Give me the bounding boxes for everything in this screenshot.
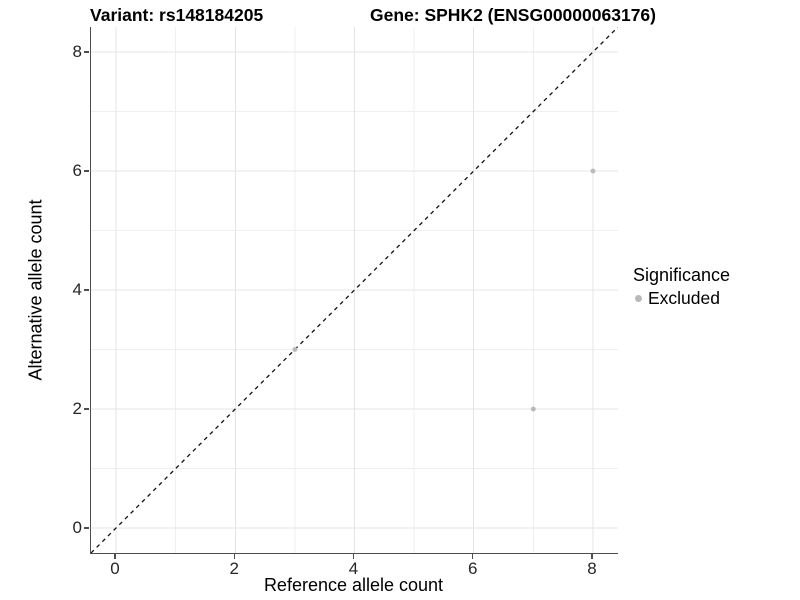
plot-panel	[90, 27, 618, 554]
legend: Significance Excluded	[633, 264, 730, 308]
y-tick-label: 0	[72, 518, 82, 537]
data-point	[590, 168, 596, 174]
data-point	[292, 347, 298, 352]
y-axis-tick	[84, 51, 89, 53]
plot-title-variant: Variant: rs148184205	[90, 5, 264, 25]
x-axis-tick	[591, 554, 593, 559]
y-axis-title: Alternative allele count	[25, 199, 46, 381]
x-tick-label: 2	[229, 559, 239, 578]
x-axis-tick	[472, 554, 474, 559]
y-axis-tick	[84, 408, 89, 410]
y-tick-label: 2	[72, 399, 82, 418]
x-axis-title: Reference allele count	[263, 575, 444, 595]
x-axis-tick	[352, 554, 355, 559]
plot-canvas	[91, 27, 618, 553]
y-axis-tick	[84, 289, 89, 291]
legend-item-label: Excluded	[648, 288, 720, 308]
x-tick-label: 6	[467, 559, 478, 578]
legend-title: Significance	[633, 265, 731, 285]
data-point	[530, 406, 536, 412]
y-tick-label: 4	[72, 280, 82, 299]
legend-item: Excluded	[635, 288, 730, 308]
y-tick-label: 8	[72, 41, 82, 61]
x-tick-label: 4	[348, 559, 359, 578]
legend-items: Excluded	[633, 288, 730, 308]
plot-title-gene: Gene: SPHK2 (ENSG00000063176)	[370, 5, 656, 25]
x-tick-label: 0	[110, 559, 120, 578]
x-axis-tick	[233, 554, 235, 559]
legend-marker-icon	[635, 294, 642, 302]
x-axis-tick	[114, 554, 116, 559]
y-axis-tick	[84, 527, 89, 529]
x-tick-label: 8	[587, 559, 597, 578]
y-tick-label: 6	[72, 160, 82, 180]
y-axis-tick	[84, 170, 89, 172]
